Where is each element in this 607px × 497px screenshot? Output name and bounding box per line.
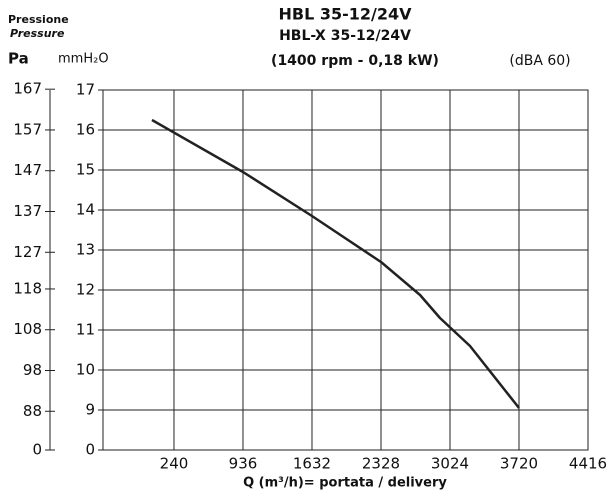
y-tick-label: 12 [76, 281, 95, 299]
y2-tick-label: 137 [13, 202, 42, 220]
y-tick-label: 11 [76, 321, 95, 339]
y-tick-label: 17 [76, 81, 95, 99]
chart-title: HBL 35-12/24V [278, 5, 412, 24]
x-tick-label: 936 [229, 455, 258, 473]
x-label: Q (m³/h)= portata / delivery [243, 476, 447, 491]
curve [151, 118, 520, 409]
x-tick-label: 2328 [362, 455, 400, 473]
y-tick-label: 0 [85, 441, 95, 459]
x-tick-label: 3024 [431, 455, 469, 473]
x-tick-label: 3720 [500, 455, 538, 473]
x-tick-label: 1632 [293, 455, 331, 473]
y-tick-label: 16 [76, 121, 95, 139]
plot-frame [102, 89, 589, 451]
y2-tick-label: 88 [23, 402, 42, 420]
y-tick-label: 13 [76, 241, 95, 259]
x-tick-label: 4416 [569, 455, 607, 473]
y-tick-label: 14 [76, 201, 95, 219]
y2-tick-label: 127 [13, 243, 42, 261]
y2-tick-label: 157 [13, 120, 42, 138]
y2-tick-label: 0 [32, 441, 42, 459]
y2-tick-label: 147 [13, 161, 42, 179]
x-tick-label: 240 [160, 455, 189, 473]
y-tick-label: 15 [76, 161, 95, 179]
y-tick-label: 9 [85, 401, 95, 419]
y2-tick-label: 118 [13, 279, 42, 297]
y2-tick-label: 108 [13, 320, 42, 338]
y-tick-label: 10 [76, 361, 95, 379]
y2-label: Pa [8, 50, 29, 68]
y2-tick-label: 98 [23, 361, 42, 379]
y-caption-en: Pressure [10, 27, 65, 40]
y-caption: Pressione [8, 13, 69, 26]
y2-tick-label: 167 [13, 80, 42, 98]
speed: (1400 rpm - 0,18 kW) [271, 53, 439, 69]
noise: (dBA 60) [509, 53, 570, 69]
chart-subtitle: HBL-X 35-12/24V [279, 28, 411, 44]
y-label: mmH₂O [58, 52, 109, 67]
